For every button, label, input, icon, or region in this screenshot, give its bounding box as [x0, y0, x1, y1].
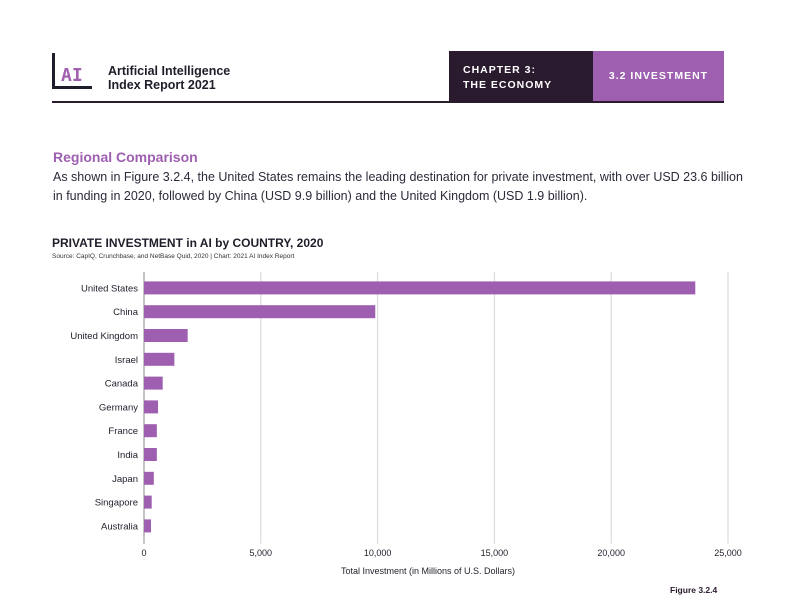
x-tick-label: 20,000: [597, 548, 625, 558]
bar: [144, 376, 163, 390]
x-tick-label: 25,000: [714, 548, 742, 558]
chart-source: Source: CapIQ, Crunchbase, and NetBase Q…: [52, 253, 295, 260]
bar: [144, 519, 152, 533]
header-divider: [52, 101, 724, 103]
report-title-line1: Artificial Intelligence: [108, 64, 231, 78]
category-label: Japan: [112, 474, 138, 485]
bar: [144, 424, 157, 438]
x-tick-label: 0: [141, 548, 146, 558]
category-label: Canada: [105, 379, 139, 390]
bar: [144, 471, 154, 485]
logo-bracket: [52, 53, 92, 89]
category-label: Israel: [115, 355, 138, 366]
x-tick-label: 10,000: [364, 548, 392, 558]
category-label: Australia: [101, 521, 139, 532]
report-title-line2: Index Report 2021: [108, 78, 216, 92]
category-label: Germany: [99, 402, 138, 413]
bar: [144, 352, 175, 366]
figure-label: Figure 3.2.4: [670, 585, 718, 595]
ai-index-logo: AI: [52, 53, 96, 89]
x-tick-label: 15,000: [481, 548, 509, 558]
report-title: Artificial Intelligence Index Report 202…: [108, 64, 230, 92]
section-tab[interactable]: 3.2 INVESTMENT: [593, 51, 724, 101]
category-label: Singapore: [95, 498, 138, 509]
bar: [144, 329, 188, 342]
category-label: India: [117, 450, 138, 461]
category-label: United Kingdom: [70, 331, 138, 342]
category-label: United States: [81, 283, 138, 294]
bar: [144, 495, 152, 509]
logo-text: AI: [61, 65, 83, 86]
bar: [144, 448, 157, 461]
x-axis-title: Total Investment (in Millions of U.S. Do…: [341, 566, 515, 576]
chapter-line2: THE ECONOMY: [463, 79, 553, 91]
category-label: China: [113, 307, 139, 318]
bar: [144, 400, 159, 414]
category-label: France: [108, 426, 138, 437]
x-tick-label: 5,000: [250, 548, 273, 558]
chapter-tab[interactable]: CHAPTER 3: THE ECONOMY: [449, 51, 593, 101]
bar: [144, 281, 696, 295]
section-body: As shown in Figure 3.2.4, the United Sta…: [53, 170, 743, 203]
chart-title: PRIVATE INVESTMENT in AI by COUNTRY, 202…: [52, 236, 324, 250]
chapter-line1: CHAPTER 3:: [463, 64, 537, 76]
bar: [144, 305, 376, 319]
section-heading: Regional Comparison: [53, 149, 198, 165]
